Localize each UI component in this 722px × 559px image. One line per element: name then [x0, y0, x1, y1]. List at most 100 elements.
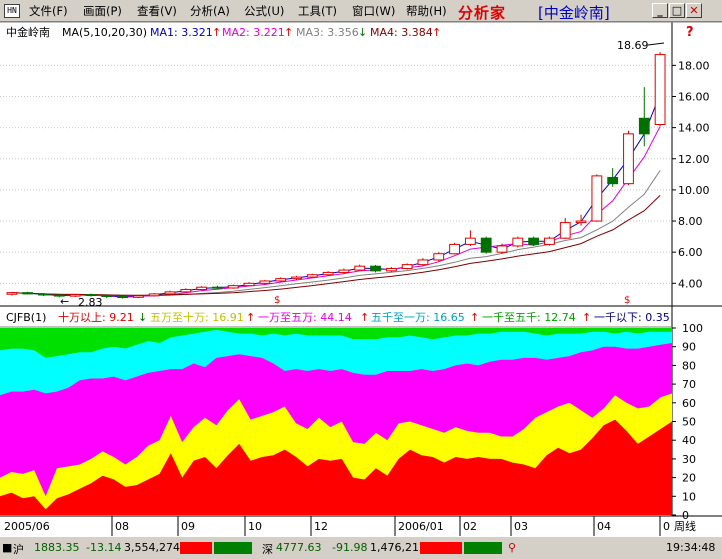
- help-icon[interactable]: ?: [686, 25, 694, 40]
- title-stock: [中金岭南]: [538, 4, 610, 22]
- candle: [22, 291, 34, 295]
- menu-file[interactable]: 文件(F): [29, 4, 68, 18]
- sh-change: -13.14: [86, 541, 122, 554]
- candle: [433, 252, 445, 262]
- y-tick-label: 14.00: [678, 122, 710, 135]
- sh-up-bar: [180, 542, 212, 554]
- candle: [212, 285, 223, 290]
- candle: [132, 294, 144, 299]
- candle: [654, 52, 666, 127]
- band-arrow-100k: ↓: [138, 311, 147, 324]
- sh-label: 沪: [13, 543, 24, 556]
- candle: [528, 236, 540, 246]
- time-axis: 2005/06 08 09 10 12 2006/01 02 03 04 0 周…: [4, 516, 696, 536]
- sh-down-bar: [214, 542, 252, 554]
- menu-window[interactable]: 窗口(W): [352, 4, 396, 18]
- x-label: 03: [514, 520, 528, 533]
- menu-formula[interactable]: 公式(U): [244, 4, 285, 18]
- menu-view[interactable]: 查看(V): [137, 4, 177, 18]
- candle: [6, 291, 18, 296]
- x-label: 08: [115, 520, 129, 533]
- candle: [196, 286, 208, 291]
- candle: [164, 290, 176, 295]
- max-price-pointer: [647, 42, 665, 46]
- ma4-label: MA4: 3.384: [370, 26, 433, 39]
- candle: [322, 271, 334, 276]
- min-price-label: 2.83: [78, 296, 103, 309]
- close-icon[interactable]: ✕: [686, 3, 702, 18]
- candle: [496, 243, 508, 254]
- sz-volume: 1,476,212: [370, 541, 426, 554]
- x-label: 0: [663, 520, 670, 533]
- chart-area[interactable]: 18.00 16.00 14.00 12.00 10.00 8.00 6.00 4.00 10…: [0, 22, 722, 536]
- minimize-icon[interactable]: _: [652, 3, 668, 18]
- y-tick-label: 18.00: [678, 59, 710, 72]
- candle: [607, 168, 619, 187]
- band-label-10k: 一万至五万: 44.14: [258, 311, 352, 324]
- stock-name: 中金岭南: [6, 25, 50, 39]
- band-label-50k: 五万至十万: 16.91: [150, 310, 244, 324]
- candle: [544, 236, 555, 246]
- sub-y-tick-label: 70: [682, 378, 696, 391]
- menu-help[interactable]: 帮助(H): [406, 4, 447, 18]
- candle: [623, 130, 634, 186]
- app-icon[interactable]: HN: [4, 4, 20, 18]
- candle: [417, 258, 429, 266]
- ma4-arrow: ↑: [432, 26, 441, 39]
- menu-tools[interactable]: 工具(T): [298, 4, 337, 18]
- band-arrow-1k: ↑: [582, 311, 591, 324]
- candle: [85, 293, 97, 297]
- sub-y-tick-label: 20: [682, 472, 696, 485]
- y-tick-label: 16.00: [678, 90, 710, 103]
- menu-analysis[interactable]: 分析(A): [190, 4, 230, 18]
- ma2-label: MA2: 3.221: [222, 26, 285, 39]
- sz-down-bar: [464, 542, 502, 554]
- ma-indicator-name: MA(5,10,20,30): [62, 26, 147, 39]
- sub-y-tick-label: 90: [682, 341, 696, 354]
- event-marker-icon: $: [274, 295, 280, 306]
- x-label: 12: [314, 520, 328, 533]
- candle: [370, 264, 381, 273]
- brand-logo: 分析家: [458, 4, 507, 22]
- sz-index: 4777.63: [276, 541, 322, 554]
- candle: [559, 217, 571, 239]
- candle: [575, 214, 587, 226]
- x-label: 2006/01: [398, 520, 444, 533]
- y-tick-label: 10.00: [678, 184, 710, 197]
- max-price-label: 18.69: [617, 39, 649, 52]
- x-label: 2005/06: [4, 520, 50, 533]
- candle: [338, 268, 350, 274]
- band-arrow-5k: ↑: [470, 311, 479, 324]
- band-label-under-1k: 一千以下: 0.35: [594, 311, 670, 324]
- ma1-arrow: ↑: [212, 26, 221, 39]
- ma3-arrow: ↓: [358, 26, 367, 39]
- restore-icon[interactable]: □: [669, 3, 685, 18]
- signal-icon[interactable]: ⚲: [508, 541, 517, 554]
- band-arrow-50k: ↑: [246, 311, 255, 324]
- candle: [275, 277, 287, 283]
- menu-view-screen[interactable]: 画面(P): [83, 4, 122, 18]
- band-red-area: [0, 419, 672, 515]
- candle: [69, 293, 81, 298]
- candle: [591, 174, 603, 222]
- sub-y-tick-label: 100: [682, 322, 703, 335]
- candle: [638, 87, 650, 147]
- candle: [101, 294, 113, 299]
- chart-svg[interactable]: 18.00 16.00 14.00 12.00 10.00 8.00 6.00 4.00 10…: [0, 22, 722, 536]
- event-marker-icon: $: [624, 295, 630, 306]
- x-label: 02: [463, 520, 477, 533]
- sub-y-tick-label: 60: [682, 397, 696, 410]
- candle: [53, 294, 65, 298]
- sh-index: 1883.35: [34, 541, 80, 554]
- candle: [480, 236, 492, 254]
- status-bar: ■ 沪 1883.35 -13.14 3,554,274 深 4777.63 -…: [0, 536, 722, 559]
- sub-y-tick-label: 40: [682, 434, 696, 447]
- period-label[interactable]: 周线: [674, 519, 696, 533]
- candle: [227, 284, 239, 289]
- price-axis: 18.00 16.00 14.00 12.00 10.00 8.00 6.00 4.00: [672, 59, 710, 290]
- x-label: 09: [181, 520, 195, 533]
- candle: [148, 292, 160, 297]
- candle: [117, 295, 128, 299]
- y-tick-label: 4.00: [678, 277, 703, 290]
